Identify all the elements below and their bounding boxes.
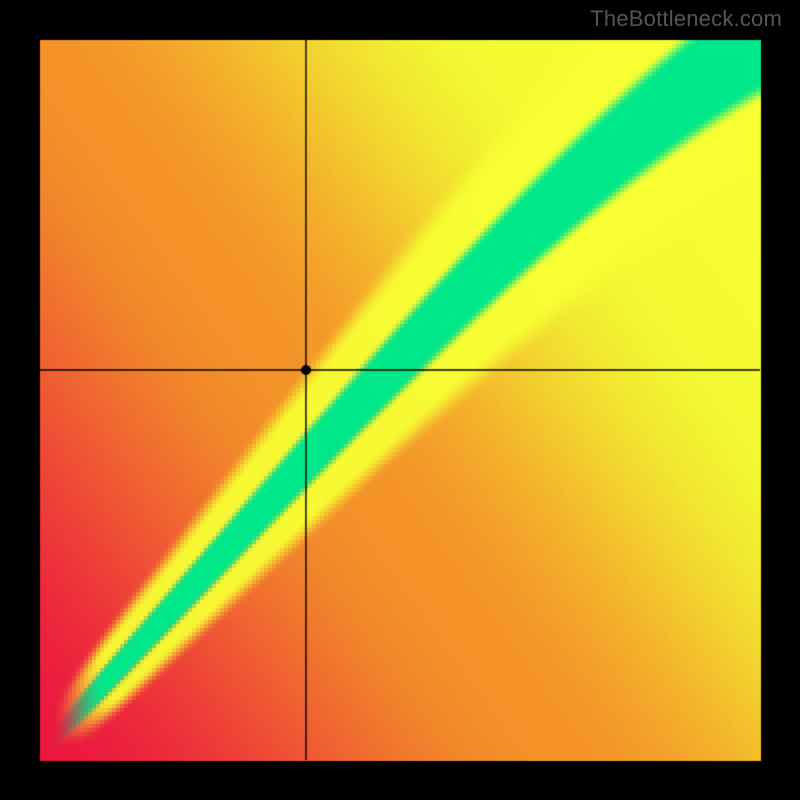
watermark-text: TheBottleneck.com (590, 6, 782, 32)
chart-container: TheBottleneck.com (0, 0, 800, 800)
bottleneck-heatmap (0, 0, 800, 800)
